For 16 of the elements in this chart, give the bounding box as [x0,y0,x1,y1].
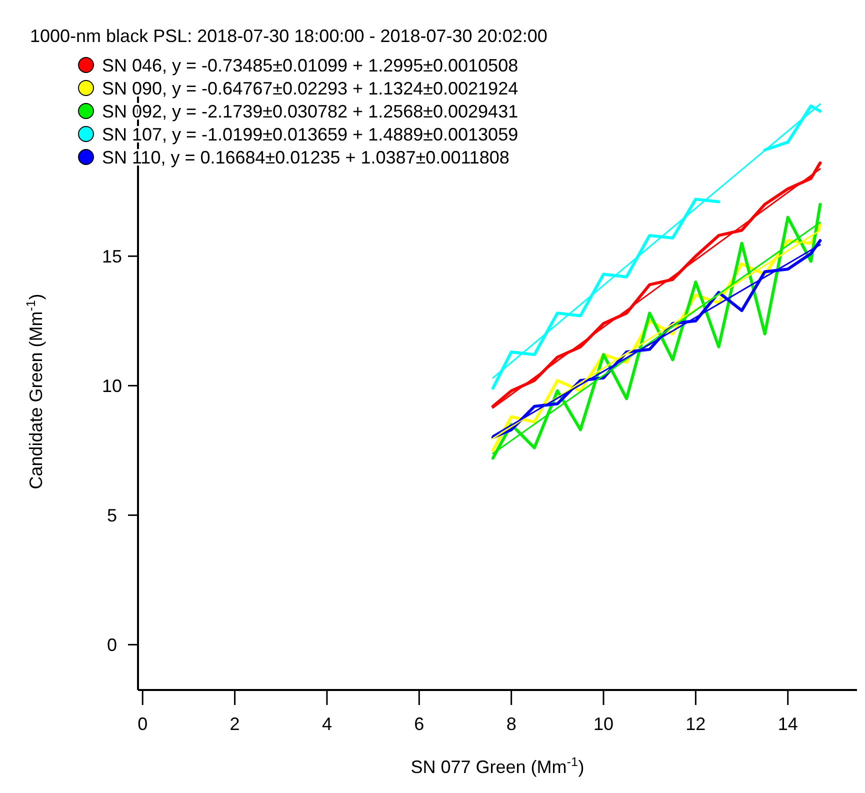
legend-label: SN 090, y = -0.64767±0.02293 + 1.1324±0.0021924 [102,78,518,98]
x-tick-label: 6 [414,714,424,734]
x-tick-label: 14 [778,714,798,734]
x-tick-label: 12 [686,714,706,734]
x-tick-label: 2 [230,714,240,734]
y-tick-label: 5 [106,505,118,526]
y-tick-label: 15 [102,246,122,266]
chart-title: 1000-nm black PSL: 2018-07-30 18:00:00 - 2018-07-30 20:02:00 [30,26,548,46]
y-tick-label: 0 [106,634,118,655]
x-tick-label: 4 [322,714,332,734]
x-axis-title: SN 077 Green (Mm$^{-1}$) [410,755,584,777]
legend-label: SN 046, y = -0.73485±0.01099 + 1.2995±0.0010508 [102,55,518,76]
y-tick-label: 10 [102,376,122,396]
x-tick-label: 8 [506,714,516,734]
x-tick-label: 10 [593,714,614,734]
x-tick-label: 0 [138,714,148,734]
